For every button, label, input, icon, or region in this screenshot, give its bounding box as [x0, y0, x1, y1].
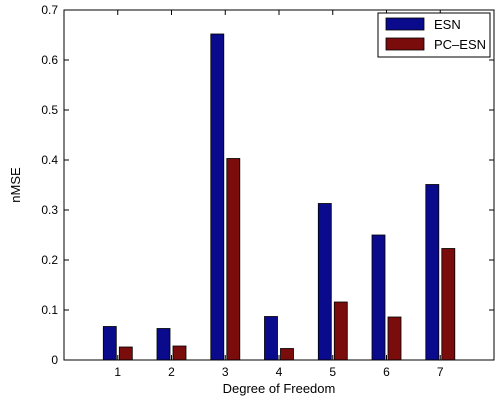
y-tick-label-7: 0.7	[41, 3, 58, 17]
bar-esn-dof-6	[371, 234, 386, 361]
y-tick-label-2: 0.2	[41, 253, 58, 267]
x-tick-label-1: 1	[114, 365, 121, 379]
x-axis-label: Degree of Freedom	[223, 381, 336, 396]
bar-pc-esn-dof-4	[280, 348, 294, 361]
bar-esn-dof-3	[210, 33, 225, 361]
bars-group	[102, 33, 456, 361]
x-tick-label-7: 7	[437, 365, 444, 379]
bar-pc-esn-dof-2	[172, 345, 187, 361]
bar-esn-dof-5	[317, 203, 332, 361]
bar-pc-esn-dof-3	[226, 158, 241, 361]
bar-esn-dof-2	[156, 328, 171, 361]
y-tick-label-6: 0.6	[41, 53, 58, 67]
legend-swatch-esn	[385, 17, 425, 31]
legend-label-esn: ESN	[434, 17, 461, 32]
y-axis: 0 0.1 0.2 0.3 0.4 0.5 0.6 0.7	[41, 3, 494, 367]
y-tick-label-1: 0.1	[41, 303, 58, 317]
bar-esn-dof-1	[102, 326, 117, 361]
bar-esn-dof-4	[264, 316, 278, 361]
y-tick-label-0: 0	[51, 353, 58, 367]
bar-pc-esn-dof-7	[441, 248, 456, 361]
x-tick-label-4: 4	[276, 365, 283, 379]
x-tick-label-3: 3	[222, 365, 229, 379]
y-tick-label-5: 0.5	[41, 103, 58, 117]
plot-background	[64, 10, 494, 360]
x-axis: 1 2 3 4 5 6 7	[114, 10, 444, 379]
bar-esn-dof-7	[425, 184, 440, 361]
bar-pc-esn-dof-1	[118, 346, 133, 361]
legend-label-pc-esn: PC–ESN	[434, 37, 486, 52]
bar-pc-esn-dof-5	[333, 301, 348, 361]
y-axis-label: nMSE	[8, 167, 23, 203]
legend: ESN PC–ESN	[377, 12, 491, 58]
x-tick-label-2: 2	[168, 365, 175, 379]
x-tick-label-5: 5	[329, 365, 336, 379]
bar-pc-esn-dof-6	[387, 316, 402, 361]
y-tick-label-4: 0.4	[41, 153, 58, 167]
legend-swatch-pc-esn	[385, 37, 425, 51]
y-tick-label-3: 0.3	[41, 203, 58, 217]
x-tick-label-6: 6	[383, 365, 390, 379]
